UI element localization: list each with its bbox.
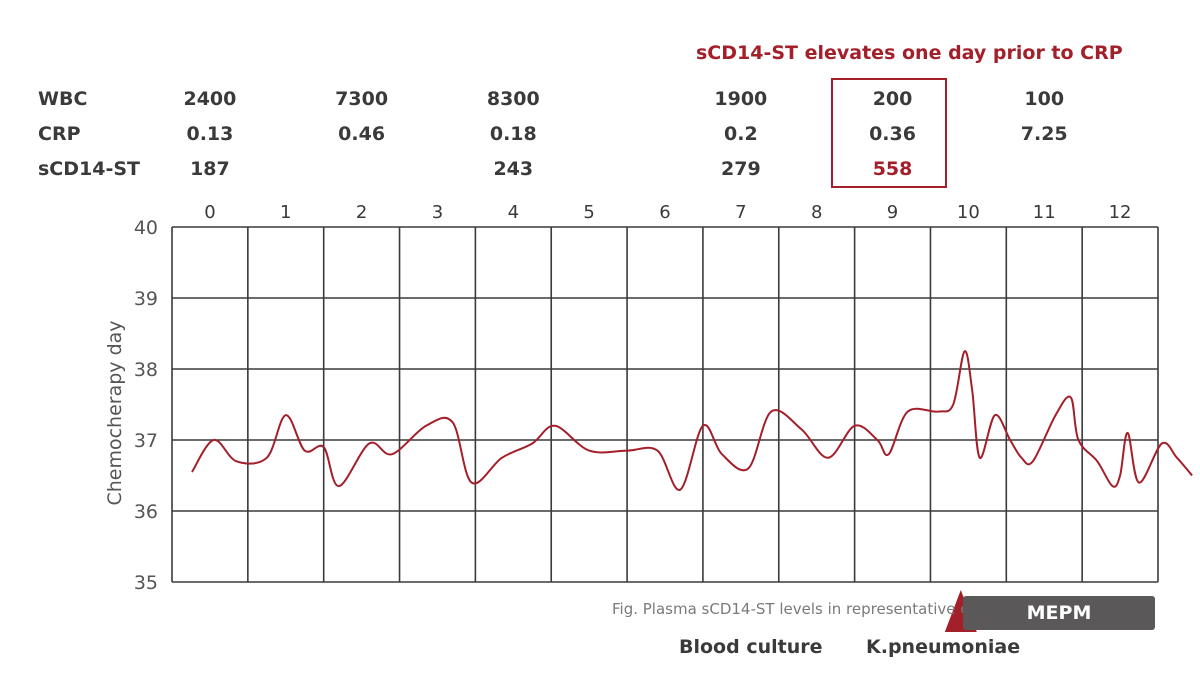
temperature-series-line xyxy=(191,350,1193,491)
x-tick-label: 6 xyxy=(659,202,670,223)
x-tick-label: 1 xyxy=(280,202,291,223)
table-cell: 0.36 xyxy=(869,123,916,145)
x-tick-label: 8 xyxy=(811,202,822,223)
x-tick-label: 12 xyxy=(1109,202,1132,223)
blood-culture-label: Blood culture xyxy=(679,636,823,658)
table-cell: 0.2 xyxy=(724,123,758,145)
x-tick-label: 9 xyxy=(887,202,898,223)
x-tick-label: 0 xyxy=(204,202,215,223)
table-cell: 200 xyxy=(872,88,913,110)
table-cell: 243 xyxy=(493,158,534,180)
row-label: sCD14-ST xyxy=(38,158,140,180)
y-tick-label: 40 xyxy=(134,217,158,239)
x-tick-label: 4 xyxy=(508,202,519,223)
y-tick-labels: 35 36 37 38 39 40 xyxy=(134,217,158,594)
table-cell: 0.13 xyxy=(186,123,234,145)
table-cell: 187 xyxy=(190,158,230,180)
y-tick-label: 38 xyxy=(134,359,158,381)
y-tick-label: 35 xyxy=(134,572,158,594)
chart-grid xyxy=(171,226,1159,583)
table-cell: 0.18 xyxy=(489,123,537,145)
y-tick-label: 37 xyxy=(134,430,158,452)
chart-headline: sCD14-ST elevates one day prior to CRP xyxy=(696,42,1123,64)
table-cell: 1900 xyxy=(714,88,768,110)
table-cell: 279 xyxy=(721,158,761,180)
mepm-label: MEPM xyxy=(1026,602,1092,624)
row-label: CRP xyxy=(38,123,81,145)
table-cell: 2400 xyxy=(183,88,237,110)
row-label: WBC xyxy=(38,88,88,110)
table-cell: 0.46 xyxy=(338,123,386,145)
y-axis-label: Chemocherapy day xyxy=(104,320,126,505)
table-cell: 7300 xyxy=(335,88,389,110)
x-tick-labels: 0 1 2 3 4 5 6 7 8 9 10 11 12 xyxy=(204,202,1131,223)
x-tick-label: 7 xyxy=(735,202,746,223)
table-cell: 8300 xyxy=(486,88,540,110)
table-cell: 558 xyxy=(872,158,913,180)
x-tick-label: 3 xyxy=(432,202,443,223)
y-tick-label: 36 xyxy=(134,501,158,523)
organism-label: K.pneumoniae xyxy=(866,636,1021,658)
x-tick-label: 10 xyxy=(957,202,980,223)
table-cell: 100 xyxy=(1024,88,1065,110)
mepm-treatment-bar: MEPM xyxy=(963,596,1155,630)
x-tick-label: 5 xyxy=(583,202,594,223)
x-tick-label: 2 xyxy=(356,202,367,223)
y-tick-label: 39 xyxy=(134,288,158,310)
table-cell: 7.25 xyxy=(1020,123,1068,145)
figure-caption: Fig. Plasma sCD14-ST levels in represent… xyxy=(612,600,995,618)
highlight-box-day-9 xyxy=(831,78,947,188)
x-tick-label: 11 xyxy=(1033,202,1056,223)
